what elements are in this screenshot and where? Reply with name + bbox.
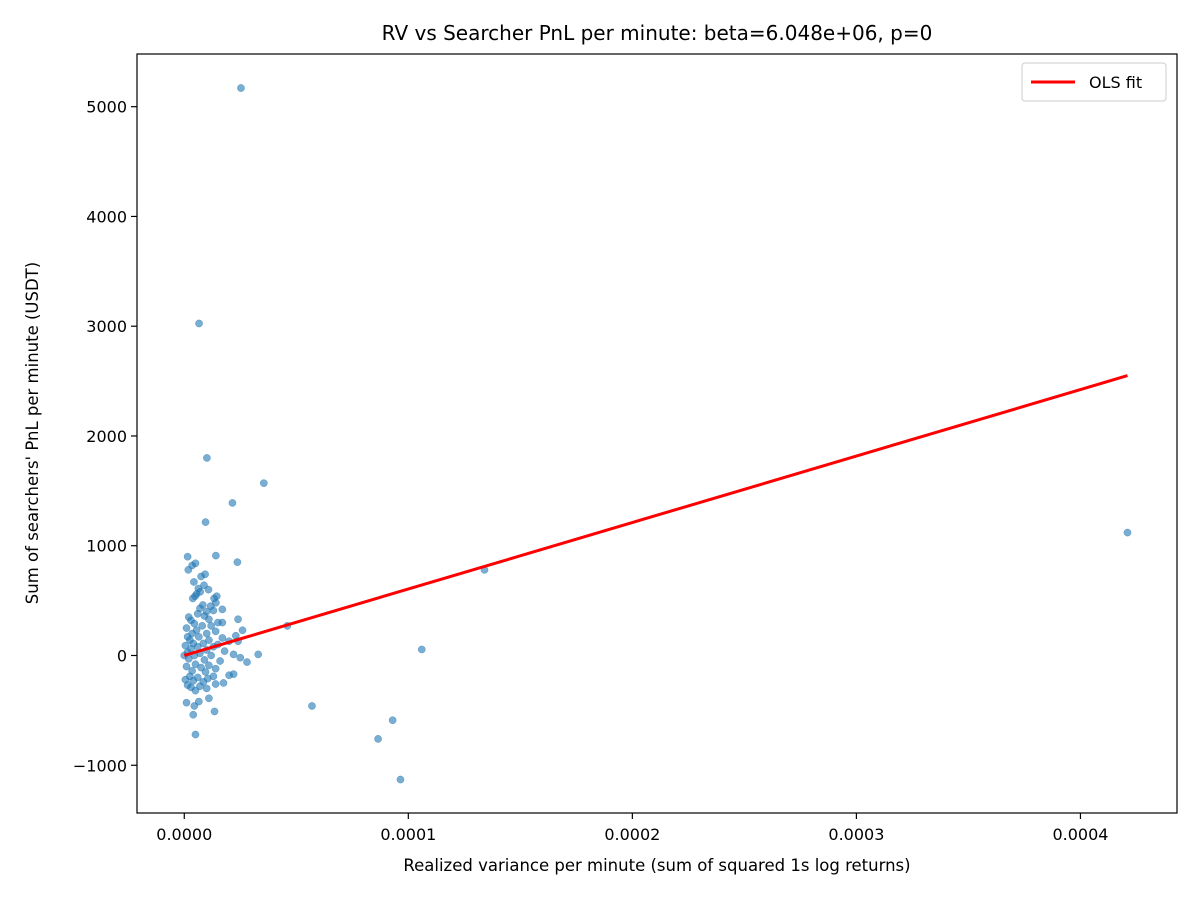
scatter-point xyxy=(205,661,213,670)
scatter-point xyxy=(190,619,199,628)
scatter-point xyxy=(308,702,316,710)
scatter-point xyxy=(207,622,216,630)
scatter-point xyxy=(218,634,227,642)
x-axis-label: Realized variance per minute (sum of squ… xyxy=(403,856,910,875)
y-tick-label: 5000 xyxy=(86,98,127,117)
scatter-point xyxy=(191,686,200,695)
scatter-point xyxy=(259,479,268,488)
scatter-point xyxy=(201,668,210,676)
y-axis: −1000 0 1000 2000 3000 4000 5000 xyxy=(73,98,137,775)
x-tick-label: 0.0002 xyxy=(604,825,660,844)
scatter-point xyxy=(182,624,191,632)
scatter-point xyxy=(205,694,213,703)
scatter-point xyxy=(200,656,209,664)
y-tick-label: 1000 xyxy=(86,537,127,556)
y-axis-label: Sum of searchers' PnL per minute (USDT) xyxy=(23,262,42,604)
x-tick-label: 0.0004 xyxy=(1052,825,1108,844)
scatter-point xyxy=(211,664,220,673)
scatter-point xyxy=(233,558,242,567)
scatter-point xyxy=(190,578,198,586)
plot-frame xyxy=(136,53,1178,814)
scatter-point xyxy=(254,650,263,659)
scatter-point xyxy=(189,710,198,719)
scatter-point xyxy=(216,657,224,665)
scatter-point xyxy=(188,594,197,603)
scatter-point xyxy=(396,775,405,784)
scatter-point xyxy=(229,650,238,659)
scatter-point xyxy=(184,566,193,574)
scatter-point xyxy=(205,615,213,624)
scatter-point xyxy=(209,606,218,615)
scatter-point xyxy=(211,680,220,688)
scatter-point xyxy=(219,679,228,687)
scatter-point xyxy=(211,627,220,636)
scatter-point xyxy=(193,609,202,618)
scatter-point xyxy=(191,660,200,669)
legend-label-ols-fit: OLS fit xyxy=(1089,73,1142,92)
x-axis: 0.0000 0.0001 0.0002 0.0003 0.0004 xyxy=(156,813,1108,844)
scatter-point xyxy=(202,629,211,638)
x-tick-label: 0.0003 xyxy=(828,825,884,844)
scatter-point xyxy=(202,684,211,693)
scatter-point xyxy=(218,605,227,614)
scatter-point xyxy=(212,551,220,560)
scatter-point xyxy=(190,702,199,710)
scatter-point xyxy=(374,735,382,743)
scatter-point xyxy=(203,454,211,462)
y-tick-label: 2000 xyxy=(86,427,127,446)
x-tick-label: 0.0000 xyxy=(156,825,212,844)
y-tick-label: −1000 xyxy=(73,756,127,775)
legend-box xyxy=(1021,62,1167,102)
scatter-point xyxy=(225,671,233,680)
scatter-point xyxy=(197,572,205,581)
scatter-point xyxy=(199,639,208,648)
scatter-point xyxy=(195,319,203,328)
scatter-point xyxy=(204,585,213,594)
scatter-point xyxy=(228,499,237,507)
scatter-point xyxy=(243,658,251,666)
y-tick-label: 0 xyxy=(117,646,127,665)
scatter-point xyxy=(182,662,191,671)
chart-title: RV vs Searcher PnL per minute: beta=6.04… xyxy=(382,21,933,45)
scatter-point xyxy=(198,622,207,630)
scatter-point xyxy=(238,626,247,635)
scatter-point xyxy=(194,632,203,641)
scatter-point xyxy=(182,698,191,707)
scatter-point xyxy=(237,84,245,92)
scatter-point xyxy=(218,618,227,627)
plot-area xyxy=(136,53,1178,814)
scatter-point xyxy=(1123,528,1132,537)
scatter-point xyxy=(183,552,192,561)
x-tick-label: 0.0001 xyxy=(380,825,436,844)
y-tick-label: 3000 xyxy=(86,317,127,336)
scatter-point xyxy=(191,730,200,739)
scatter-point xyxy=(388,716,397,725)
scatter-point xyxy=(207,651,216,660)
y-tick-label: 4000 xyxy=(86,207,127,226)
scatter-point xyxy=(234,615,242,624)
ols-fit-line xyxy=(183,374,1128,657)
scatter-point xyxy=(417,645,426,654)
scatter-point xyxy=(210,707,219,716)
scatter-point xyxy=(220,647,229,655)
scatter-point xyxy=(201,518,210,526)
scatter-point xyxy=(205,636,213,644)
scatter-point xyxy=(236,653,245,662)
legend: OLS fit xyxy=(1021,62,1167,102)
